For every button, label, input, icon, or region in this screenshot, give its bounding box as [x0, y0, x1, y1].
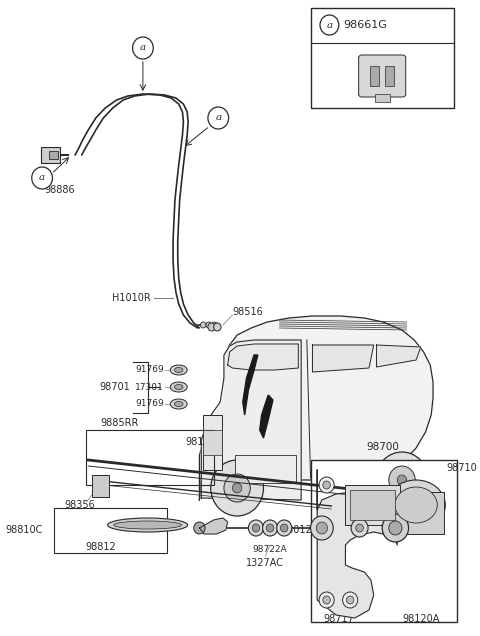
Ellipse shape [170, 365, 187, 375]
Polygon shape [260, 395, 273, 438]
Bar [235, 455, 297, 483]
Circle shape [320, 15, 339, 35]
Text: 98886: 98886 [45, 185, 75, 195]
Ellipse shape [174, 368, 183, 373]
Text: 98012: 98012 [282, 525, 312, 535]
Bar [396, 492, 444, 534]
Polygon shape [228, 344, 299, 370]
Bar [311, 460, 456, 622]
Ellipse shape [174, 401, 183, 406]
Bar [48, 151, 58, 159]
Bar [203, 430, 222, 455]
Circle shape [194, 522, 205, 534]
Text: 98120A: 98120A [402, 614, 440, 624]
Bar [311, 8, 454, 108]
Polygon shape [243, 355, 258, 415]
Ellipse shape [387, 480, 445, 530]
Circle shape [351, 519, 368, 537]
Circle shape [200, 322, 206, 328]
Text: 98516: 98516 [232, 307, 263, 317]
Bar [375, 94, 390, 102]
Circle shape [311, 516, 333, 540]
Circle shape [280, 524, 288, 532]
Text: a: a [326, 20, 333, 29]
Circle shape [208, 107, 228, 129]
Circle shape [211, 460, 264, 516]
Circle shape [208, 323, 216, 331]
Text: 98133: 98133 [185, 437, 216, 447]
Bar [385, 66, 395, 86]
Ellipse shape [395, 487, 437, 523]
Circle shape [276, 520, 292, 536]
Circle shape [347, 596, 354, 604]
Circle shape [32, 167, 52, 189]
Ellipse shape [114, 521, 181, 529]
Circle shape [382, 514, 408, 542]
Text: 98810C: 98810C [6, 525, 43, 535]
Circle shape [224, 474, 250, 502]
Bar [346, 485, 400, 525]
Circle shape [212, 322, 217, 328]
Text: 98710: 98710 [446, 463, 477, 473]
Circle shape [323, 596, 330, 604]
Circle shape [232, 483, 242, 493]
Text: 98701: 98701 [99, 382, 130, 392]
Ellipse shape [170, 382, 187, 392]
Bar [54, 508, 168, 553]
Polygon shape [199, 518, 228, 534]
Text: 98722A: 98722A [253, 545, 288, 554]
Circle shape [343, 592, 358, 608]
Polygon shape [376, 345, 421, 367]
Circle shape [206, 322, 212, 328]
Text: a: a [215, 113, 221, 123]
Text: a: a [39, 174, 45, 183]
Text: 91769: 91769 [135, 399, 164, 408]
Text: 91769: 91769 [135, 366, 164, 375]
Bar [350, 490, 396, 520]
Circle shape [319, 477, 334, 493]
Circle shape [132, 37, 153, 59]
Circle shape [316, 522, 327, 534]
Text: H1010R: H1010R [112, 293, 150, 303]
Text: 1327AC: 1327AC [246, 558, 284, 568]
Circle shape [356, 524, 363, 532]
Text: 17301: 17301 [135, 382, 164, 392]
Circle shape [249, 520, 264, 536]
FancyBboxPatch shape [359, 55, 406, 97]
Bar [86, 430, 214, 485]
Text: a: a [140, 43, 146, 53]
Text: 98661G: 98661G [344, 20, 387, 30]
Text: 98812: 98812 [85, 542, 116, 552]
Bar [41, 147, 60, 163]
Polygon shape [199, 316, 433, 500]
Ellipse shape [170, 399, 187, 409]
Circle shape [266, 524, 274, 532]
Polygon shape [201, 340, 301, 500]
Circle shape [389, 466, 415, 494]
Text: 9885RR: 9885RR [100, 418, 139, 428]
Text: 98723: 98723 [336, 511, 367, 521]
Bar [203, 415, 222, 470]
Ellipse shape [174, 385, 183, 389]
Text: 98700: 98700 [367, 442, 399, 452]
Circle shape [319, 592, 334, 608]
Circle shape [252, 524, 260, 532]
Polygon shape [317, 470, 397, 618]
Text: 98726A: 98726A [331, 546, 369, 556]
Text: 98717: 98717 [324, 614, 354, 624]
Ellipse shape [108, 518, 188, 532]
Circle shape [214, 323, 221, 331]
Polygon shape [312, 345, 374, 372]
Circle shape [389, 521, 402, 535]
Circle shape [397, 475, 407, 485]
Text: 98356: 98356 [64, 500, 95, 510]
Circle shape [323, 481, 330, 489]
Bar [370, 66, 379, 86]
Circle shape [375, 452, 428, 508]
Circle shape [263, 520, 277, 536]
Bar [92, 475, 109, 497]
